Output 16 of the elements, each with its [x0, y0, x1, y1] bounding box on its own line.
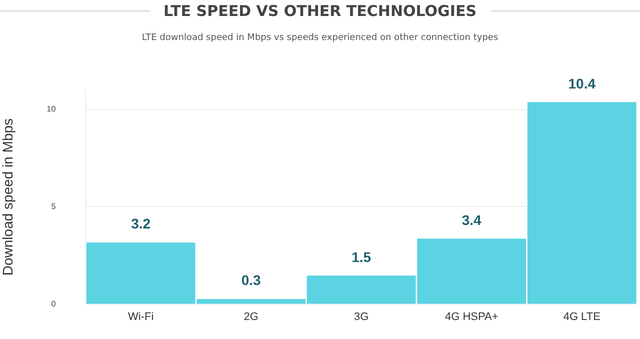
x-tick-label: 2G	[244, 310, 258, 323]
x-tick-label: 3G	[354, 310, 369, 323]
y-tick-label: 0	[51, 299, 56, 308]
x-tick-label: 4G LTE	[563, 310, 600, 323]
chart-title: LTE SPEED VS OTHER TECHNOLOGIES	[162, 2, 478, 20]
y-tick-label: 5	[51, 202, 56, 211]
chart-subtitle: LTE download speed in Mbps vs speeds experienced on other connection types	[140, 33, 500, 43]
x-tick-label: 4G HSPA+	[444, 310, 498, 323]
data-label: 3.2	[131, 216, 151, 232]
x-tick-label: Wi-Fi	[128, 310, 154, 323]
data-label: 0.3	[241, 272, 262, 288]
data-label: 10.4	[568, 75, 596, 92]
data-label: 3.4	[462, 212, 482, 228]
y-axis-title: Download speed in Mbps	[0, 118, 16, 276]
y-tick-label: 10	[46, 104, 56, 114]
data-label: 1.5	[352, 248, 372, 265]
